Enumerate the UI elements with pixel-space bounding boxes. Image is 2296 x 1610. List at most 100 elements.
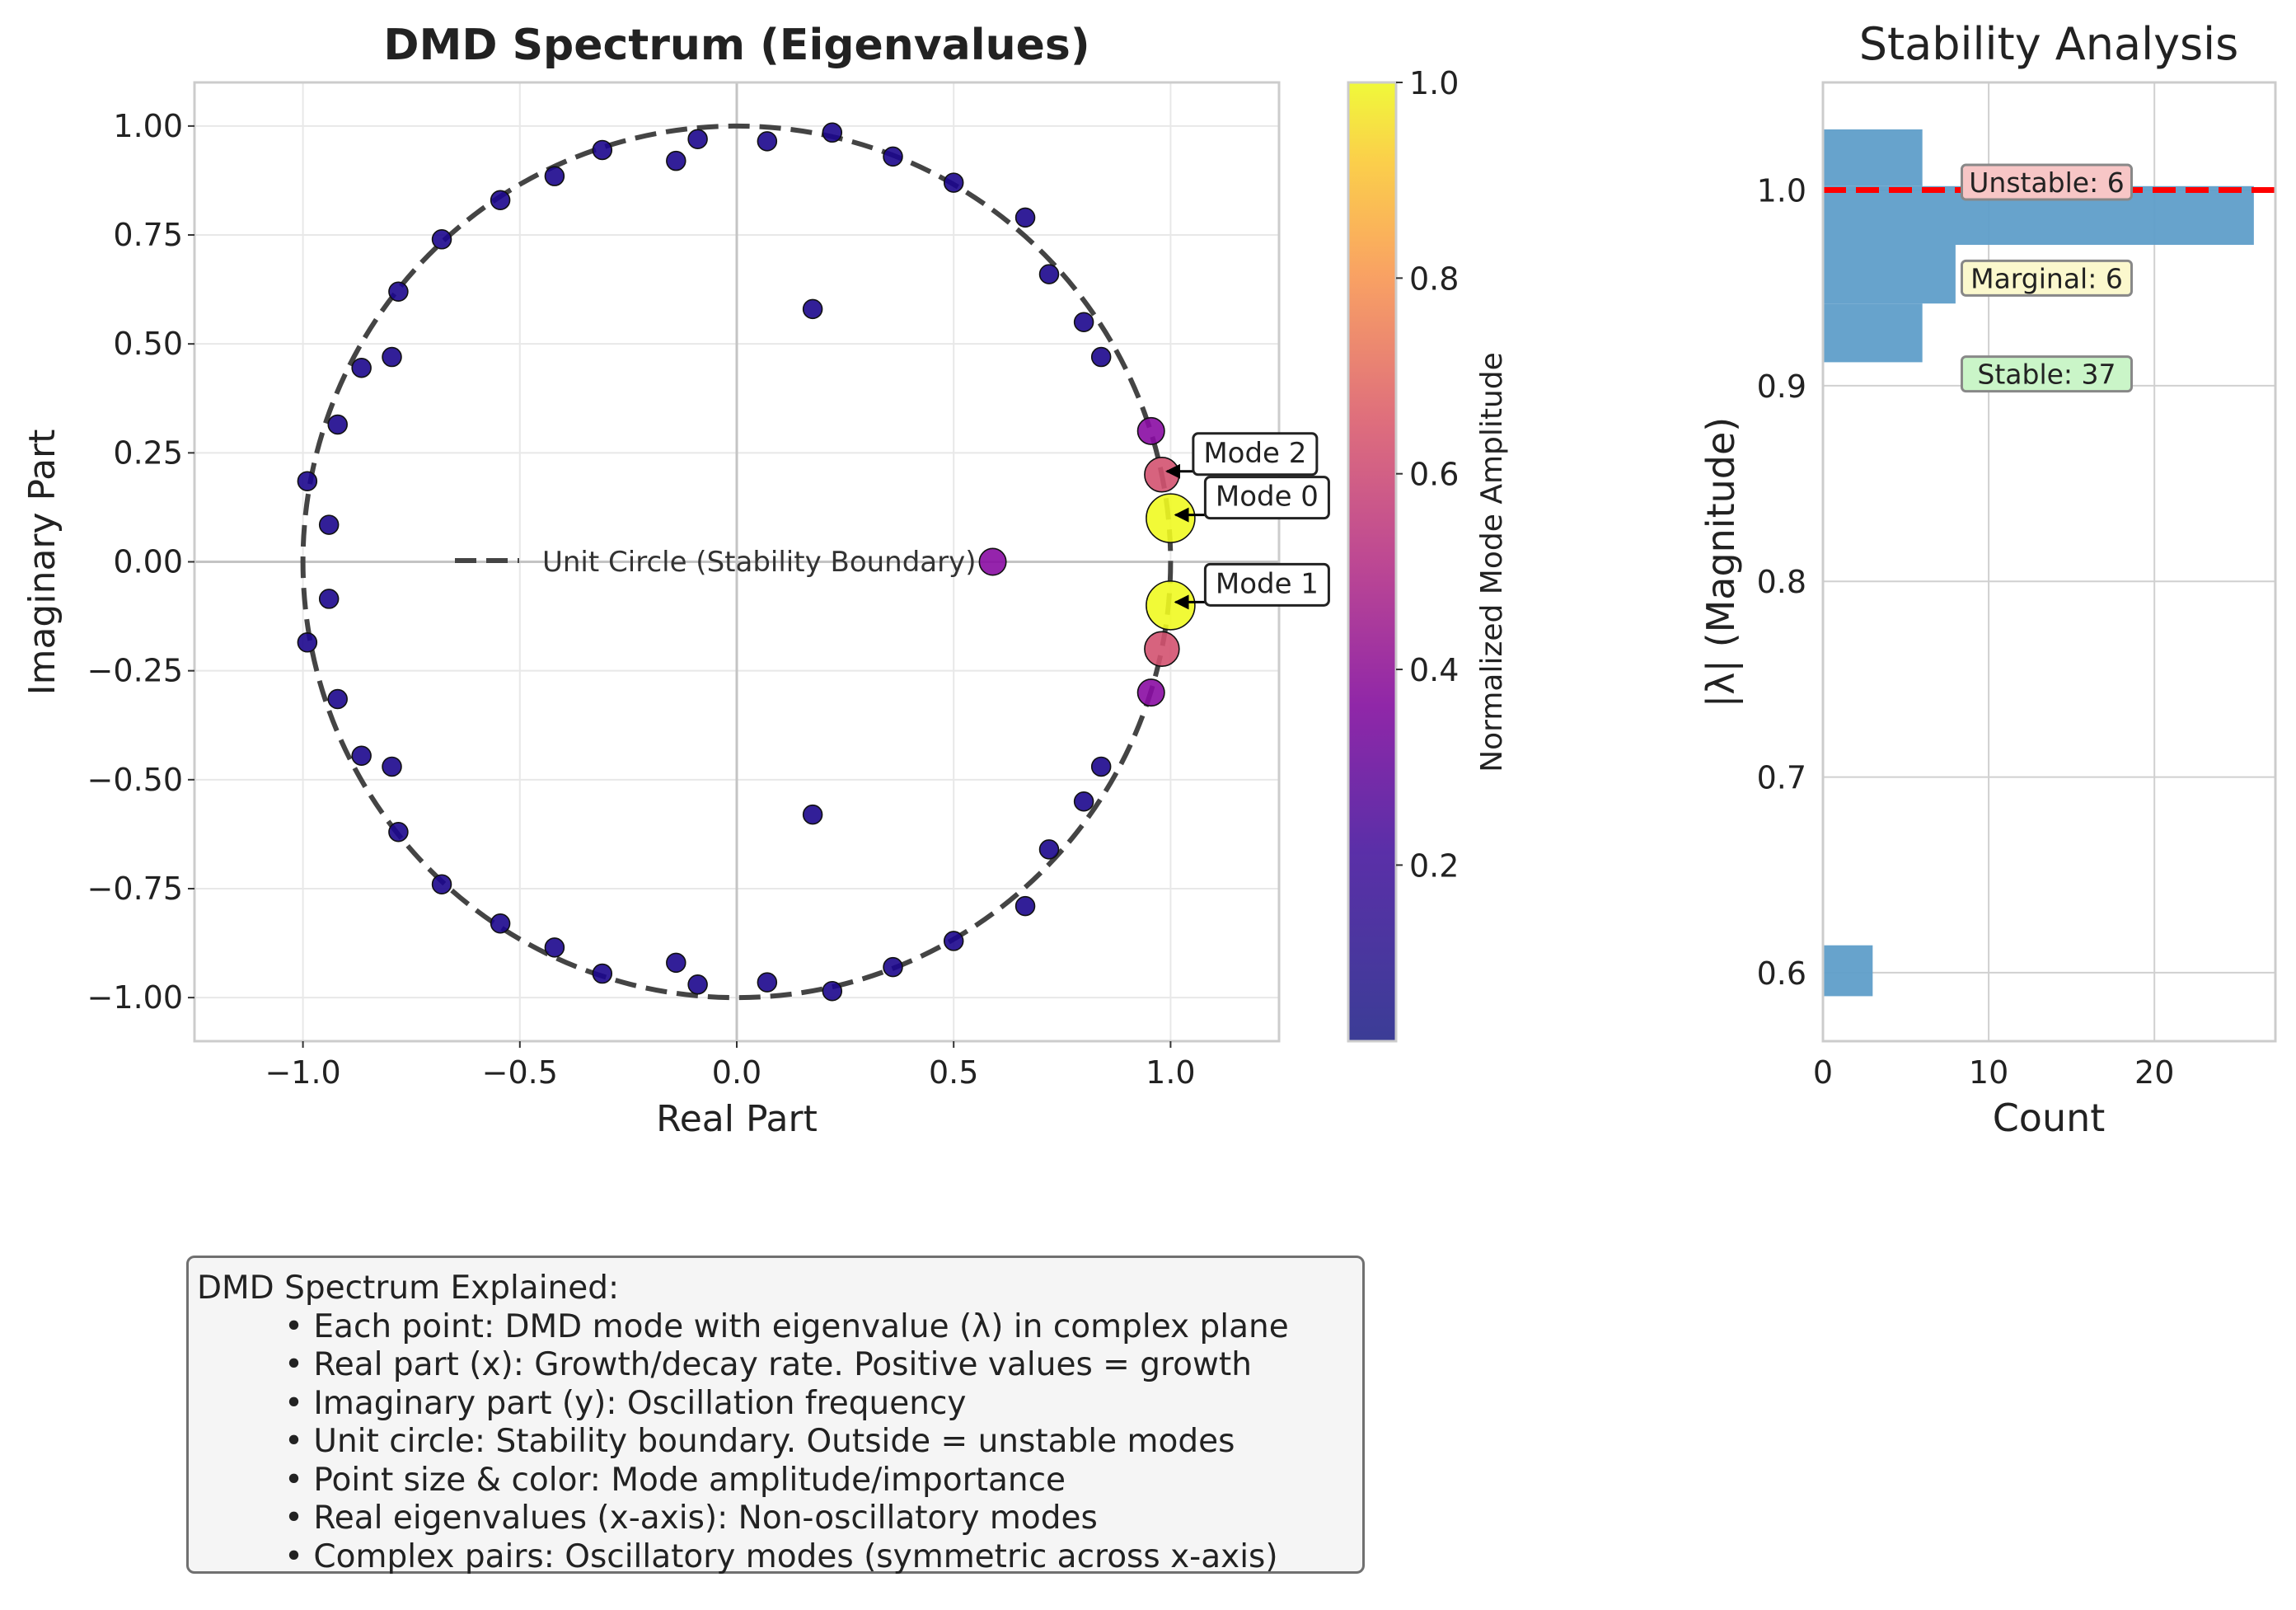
eigenvalue-point	[327, 688, 348, 710]
explanation-item: • Each point: DMD mode with eigenvalue (…	[284, 1307, 1289, 1345]
x-tick-label: 0	[1813, 1054, 1833, 1091]
eigenvalue-point	[802, 804, 823, 825]
eigenvalue-point	[1073, 791, 1094, 812]
explanation-item: • Complex pairs: Oscillatory modes (symm…	[284, 1537, 1278, 1575]
y-tick-label: 0.75	[113, 217, 183, 253]
eigenvalue-point	[1144, 631, 1180, 667]
eigenvalue-point	[1146, 493, 1196, 543]
colorbar-tick-label: 0.4	[1409, 652, 1459, 688]
y-tick-label: −0.75	[87, 871, 183, 907]
x-tick-label: 0.5	[929, 1054, 978, 1091]
colorbar-tick-label: 0.6	[1409, 457, 1459, 493]
eigenvalue-point	[1073, 312, 1094, 332]
eigenvalue-point	[883, 956, 903, 978]
eigenvalue-point	[802, 298, 823, 320]
eigenvalue-point	[1014, 207, 1036, 228]
stability-label: Marginal: 6	[1970, 262, 2123, 294]
stability-label-box	[1960, 163, 2133, 201]
eigenvalue-point	[544, 166, 565, 186]
stability-label: Unstable: 6	[1969, 167, 2124, 199]
annotation-label: Mode 0	[1216, 481, 1319, 514]
eigenvalue-point	[318, 514, 340, 535]
histogram-axes-frame	[1821, 81, 2277, 1043]
y-tick-label: 0.6	[1757, 955, 1806, 992]
scatter-legend: Unit Circle (Stability Boundary)	[455, 546, 977, 579]
histogram-title: Stability Analysis	[1859, 18, 2239, 70]
y-tick-label: 0.50	[113, 326, 183, 362]
colorbar-gradient	[1347, 81, 1398, 1043]
explanation-item: • Point size & color: Mode amplitude/imp…	[284, 1461, 1066, 1499]
eigenvalue-point	[1144, 457, 1180, 493]
legend-unit-circle-label: Unit Circle (Stability Boundary)	[542, 546, 977, 579]
eigenvalue-point	[1146, 580, 1196, 631]
mode-annotations: Mode 0 Mode 1 Mode 2	[1165, 432, 1330, 610]
x-tick-label: −0.5	[482, 1054, 558, 1091]
eigenvalue-point	[490, 190, 511, 210]
eigenvalue-point	[297, 471, 318, 491]
stability-count-labels: Unstable: 6 Marginal: 6 Stable: 37	[1960, 163, 2133, 393]
histogram-y-ticks: 0.6 0.7 0.8 0.9 1.0	[1757, 173, 1806, 992]
x-tick-label: 1.0	[1146, 1054, 1195, 1091]
histogram-x-ticks: 0 10 20	[1813, 1054, 2174, 1091]
y-tick-label: 0.9	[1757, 368, 1806, 405]
colorbar-tick-label: 0.2	[1409, 847, 1459, 884]
eigenvalue-points	[297, 122, 1196, 1002]
amplitude-colorbar: 0.2 0.4 0.6 0.8 1.0 Normalized Mode Amplitud…	[1347, 65, 1509, 1043]
eigenvalue-point	[1014, 895, 1036, 917]
x-tick-label: 20	[2134, 1054, 2174, 1091]
eigenvalue-point	[1038, 264, 1060, 284]
eigenvalue-point	[943, 172, 964, 193]
explanation-title: DMD Spectrum Explained:	[197, 1270, 620, 1307]
scatter-x-ticks: −1.0 −0.5 0.0 0.5 1.0	[265, 1041, 1196, 1091]
eigenvalue-point	[883, 146, 903, 167]
stability-label-box	[1960, 259, 2133, 297]
annotation-box	[1192, 432, 1319, 476]
histogram-bar	[1823, 303, 1923, 363]
annotation-label: Mode 1	[1216, 567, 1319, 600]
y-tick-label: −0.50	[87, 762, 183, 798]
scatter-y-axis-label: Imaginary Part	[21, 429, 63, 696]
eigenvalue-point	[1136, 678, 1165, 707]
unit-circle-boundary	[300, 123, 1174, 1001]
zero-axis-lines	[194, 82, 1279, 1041]
eigenvalue-point	[431, 874, 452, 894]
eigenvalue-point	[388, 281, 409, 302]
y-tick-label: 0.25	[113, 434, 183, 471]
colorbar-tick-label: 1.0	[1409, 65, 1459, 101]
scatter-y-ticks: −1.00 −0.75 −0.50 −0.25 0.00 0.25 0.50 0.75 1.00	[87, 108, 194, 1016]
colorbar-label: Normalized Mode Amplitude	[1475, 352, 1509, 772]
y-tick-label: −0.25	[87, 653, 183, 689]
eigenvalue-point	[490, 913, 511, 934]
x-tick-label: 0.0	[712, 1054, 761, 1091]
stability-label-box	[1960, 355, 2133, 393]
eigenvalue-point	[822, 122, 843, 143]
x-tick-label: 10	[1969, 1054, 2008, 1091]
histogram-y-axis-label: |λ| (Magnitude)	[1699, 417, 1744, 707]
eigenvalue-point	[297, 632, 318, 653]
stability-histogram: Stability Analysis Unstable: 6 Marginal: …	[1699, 18, 2277, 1140]
histogram-bars	[1823, 129, 2254, 997]
scatter-x-axis-label: Real Part	[656, 1098, 818, 1140]
eigenvalue-point	[978, 547, 1007, 576]
scatter-title: DMD Spectrum (Eigenvalues)	[383, 21, 1089, 70]
explanation-item: • Real part (x): Growth/decay rate. Posi…	[284, 1346, 1252, 1383]
eigenvalue-point	[687, 974, 708, 995]
histogram-bar	[1823, 244, 1956, 304]
colorbar-tick-label: 0.8	[1409, 261, 1459, 297]
eigenvalue-point	[318, 589, 340, 609]
eigenvalue-point	[1090, 756, 1112, 777]
eigenvalue-point	[544, 937, 565, 958]
eigenvalue-scatter-plot: DMD Spectrum (Eigenvalues) −1.0 −0.5 0.0 0.…	[21, 21, 1330, 1140]
eigenvalue-point	[943, 931, 964, 951]
eigenvalue-point	[666, 952, 686, 974]
y-tick-label: 0.00	[113, 544, 183, 580]
x-tick-label: −1.0	[265, 1054, 340, 1091]
eigenvalue-point	[388, 822, 409, 843]
eigenvalue-point	[351, 358, 372, 378]
explanation-box: DMD Spectrum Explained: • Each point: DM…	[186, 1256, 1365, 1575]
y-tick-label: 0.7	[1757, 760, 1806, 796]
eigenvalue-point	[687, 129, 708, 149]
eigenvalue-point	[592, 963, 613, 984]
explanation-item: • Unit circle: Stability boundary. Outsi…	[284, 1423, 1235, 1460]
